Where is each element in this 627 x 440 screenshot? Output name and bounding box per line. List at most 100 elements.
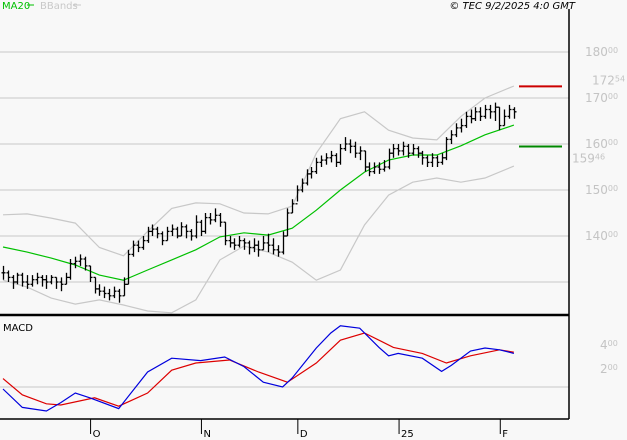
ohlc-bar [141,236,146,250]
ohlc-bar [213,208,218,223]
ohlc-bar [228,236,233,248]
resistance-level-label: 17254 [592,73,625,87]
ohlc-bar [15,272,20,285]
ohlc-bar [319,155,324,167]
legend-bbands: BBands [40,1,78,12]
ohlc-bar [261,236,266,251]
ohlc-bar [170,224,175,236]
x-tick-label: F [502,429,508,440]
ohlc-bar [199,219,204,236]
ohlc-bar [266,233,271,253]
bband-lower-line [2,165,515,314]
ohlc-bar [165,226,170,242]
ohlc-bar [194,215,199,239]
macd-line [2,325,515,412]
ohlc-bar [64,272,69,285]
ohlc-bar [203,213,208,234]
ohlc-bar [107,288,112,301]
ohlc-bar [73,256,78,269]
ohlc-bar [329,150,334,163]
ohlc-bar [473,107,478,121]
ohlc-bar [440,153,445,165]
x-tick-label: 25 [401,429,414,440]
ohlc-bar [112,286,117,299]
ohlc-bar [88,265,93,282]
ohlc-bar [49,275,54,285]
price-axis-label: 16000 [585,137,618,151]
ohlc-bar [6,270,11,282]
ohlc-bar [411,144,416,156]
ohlc-bar [93,276,98,294]
ohlc-bar [11,275,16,289]
ohlc-bar [391,144,396,158]
axes: 18000 17000 16000 15000 14000 400 200 O N D 25 F 172… [0,9,625,440]
ohlc-bar [232,238,237,250]
ohlc-bar [406,144,411,158]
macd-panel-title: MACD [3,323,33,334]
macd-signal-line [2,332,514,407]
ohlc-bar [493,102,498,121]
price-bars [1,102,517,303]
ohlc-bar [208,213,213,225]
ohlc-bar [290,199,295,214]
ohlc-bar [68,259,73,280]
ohlc-bar [488,104,493,119]
ohlc-bar [469,109,474,124]
ohlc-bar [131,240,136,257]
ohlc-bar [122,277,127,297]
support-level-label: 15946 [572,151,605,165]
bband-upper-line [2,85,515,257]
ohlc-bar [343,137,348,151]
ohlc-bar [59,277,64,292]
ohlc-bar [420,150,425,165]
ohlc-bar [184,224,189,239]
ohlc-bar [454,123,459,138]
ohlc-bar [281,231,286,255]
ohlc-bar [102,286,107,299]
ohlc-bar [155,226,160,239]
macd-axis-label: 200 [600,362,618,376]
ohlc-bar [271,238,276,255]
ohlc-bar [353,141,358,158]
ohlc-bar [324,153,329,165]
ohlc-bar [512,107,517,119]
ma20-line [2,124,515,281]
copyright-timestamp: © TEC 9/2/2025 4:0 GMT [449,1,576,12]
ohlc-bar [150,224,155,236]
ohlc-bar [401,141,406,156]
ohlc-bar [507,104,512,119]
ohlc-bar [237,236,242,248]
ohlc-bar [30,275,35,287]
x-tick-label: O [93,429,101,440]
ohlc-bar [160,231,165,246]
ohlc-bar [218,213,223,227]
ohlc-bar [78,254,83,266]
ohlc-bar [276,245,281,257]
ohlc-bar [223,221,228,246]
ohlc-bar [372,162,377,174]
ohlc-bar [377,162,382,174]
ohlc-bar [334,153,339,167]
gridlines [0,51,569,388]
ohlc-bar [295,185,300,205]
ohlc-bar [338,144,343,165]
ohlc-bar [44,275,49,289]
price-axis-label: 18000 [585,45,618,59]
ohlc-bar [54,276,59,289]
ohlc-bar [175,226,180,239]
ohlc-bar [83,256,88,271]
ohlc-bar [358,146,363,161]
price-axis-label: 17000 [585,91,618,105]
ohlc-bar [416,146,421,158]
ohlc-bar [502,109,507,127]
ohlc-bar [425,155,430,167]
ohlc-bar [126,249,131,285]
ohlc-bar [382,160,387,172]
x-tick-label: D [300,429,308,440]
ohlc-bar [189,229,194,241]
ohlc-bar [146,226,151,243]
ohlc-bar [387,148,392,170]
price-levels [519,85,562,148]
price-axis-label: 14000 [585,229,618,243]
ohlc-bar [35,272,40,285]
